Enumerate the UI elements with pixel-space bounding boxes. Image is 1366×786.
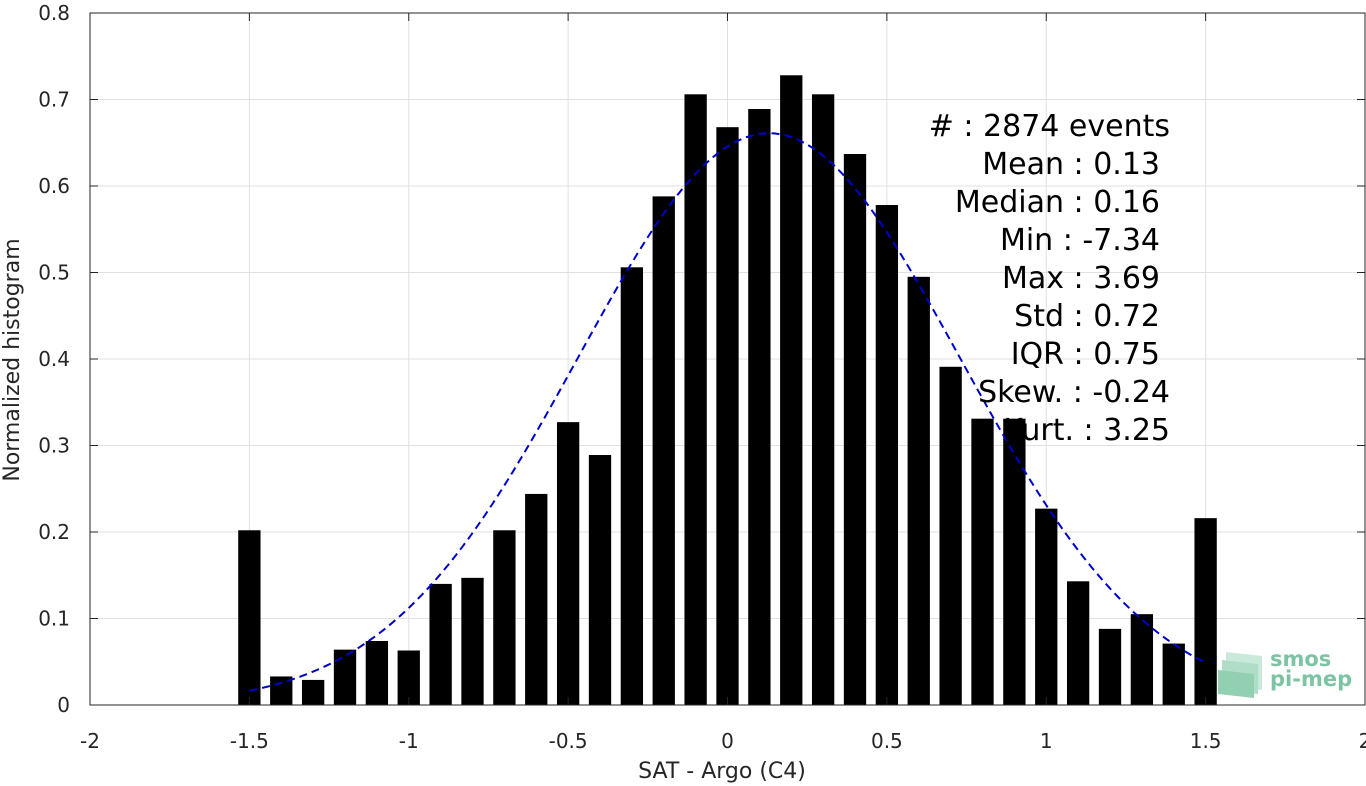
histogram-bar — [301, 679, 325, 705]
histogram-bar — [525, 493, 548, 705]
histogram-bar — [907, 276, 930, 705]
histogram-bar — [461, 577, 484, 705]
x-axis-label: SAT - Argo (C4) — [638, 759, 806, 784]
histogram-bar — [1066, 581, 1090, 705]
y-tick-labels: 0 0.1 0.2 0.3 0.4 0.5 0.6 0.7 0.8 — [38, 1, 70, 717]
stat-events: # : 2874 events — [929, 109, 1170, 144]
x-tick-label: -1.5 — [230, 729, 269, 753]
histogram-bar — [1194, 518, 1217, 705]
histogram-bar — [1162, 643, 1185, 705]
stats-box: # : 2874 events Mean : 0.13 Median : 0.1… — [929, 109, 1170, 448]
histogram-bar — [365, 640, 389, 705]
stat-max: Max : 3.69 — [1002, 261, 1160, 296]
histogram-bar — [875, 205, 899, 705]
histogram-bar — [397, 650, 420, 705]
y-tick-label: 0.3 — [38, 434, 70, 458]
y-tick-label: 0.7 — [38, 88, 70, 112]
logo-line1: smos — [1270, 647, 1331, 671]
stat-skew: Skew. : -0.24 — [978, 375, 1170, 410]
stat-iqr: IQR : 0.75 — [1011, 337, 1160, 372]
axis-ticks — [89, 12, 1366, 706]
histogram-bar — [684, 94, 707, 705]
histogram-bar — [971, 418, 994, 705]
bars — [238, 75, 1217, 706]
x-tick-label: -2 — [80, 729, 100, 753]
stat-min: Min : -7.34 — [1000, 223, 1160, 258]
stat-median: Median : 0.16 — [955, 185, 1160, 220]
histogram-bar — [1130, 614, 1154, 705]
histogram-bar — [588, 455, 612, 705]
x-tick-label: -0.5 — [549, 729, 588, 753]
x-tick-label: 0.5 — [871, 729, 903, 753]
histogram-bar — [620, 267, 644, 705]
x-tick-label: 1.5 — [1190, 729, 1222, 753]
histogram-bar — [333, 649, 357, 705]
histogram-bar — [429, 583, 452, 705]
x-tick-label: 2 — [1359, 729, 1366, 753]
histogram-bar — [652, 196, 675, 705]
histogram-bar — [1098, 628, 1122, 705]
x-tick-label: 1 — [1040, 729, 1053, 753]
histogram-bar — [493, 530, 516, 705]
histogram-bar — [748, 109, 771, 705]
histogram-bar — [843, 153, 867, 705]
y-tick-label: 0.1 — [38, 607, 70, 631]
y-tick-label: 0.6 — [38, 174, 70, 198]
histogram-bar — [1035, 508, 1058, 705]
histogram-bar — [556, 422, 580, 705]
histogram-bar — [716, 127, 739, 706]
x-tick-label: -1 — [399, 729, 419, 753]
histogram-bar — [811, 94, 835, 705]
histogram-bar — [939, 366, 962, 705]
histogram-bar — [1003, 418, 1026, 705]
x-tick-label: 0 — [721, 729, 734, 753]
logo-waves-icon — [1218, 652, 1262, 698]
stat-kurt: Kurt. : 3.25 — [1003, 413, 1170, 448]
gaussian-fit-curve — [249, 132, 1207, 692]
histogram-bar — [238, 530, 261, 705]
y-tick-label: 0.4 — [38, 347, 70, 371]
y-tick-label: 0.5 — [38, 261, 70, 285]
smos-pi-mep-logo: smos pi-mep — [1218, 647, 1352, 698]
y-tick-label: 0.2 — [38, 520, 70, 544]
y-axis-label: Normalized histogram — [0, 238, 25, 481]
y-tick-label: 0 — [57, 693, 70, 717]
logo-line2: pi-mep — [1270, 667, 1352, 691]
histogram-bar — [780, 75, 803, 705]
stat-std: Std : 0.72 — [1014, 299, 1160, 334]
y-tick-label: 0.8 — [38, 1, 70, 25]
x-tick-labels: -2 -1.5 -1 -0.5 0 0.5 1 1.5 2 — [80, 729, 1366, 753]
stat-mean: Mean : 0.13 — [982, 147, 1160, 182]
